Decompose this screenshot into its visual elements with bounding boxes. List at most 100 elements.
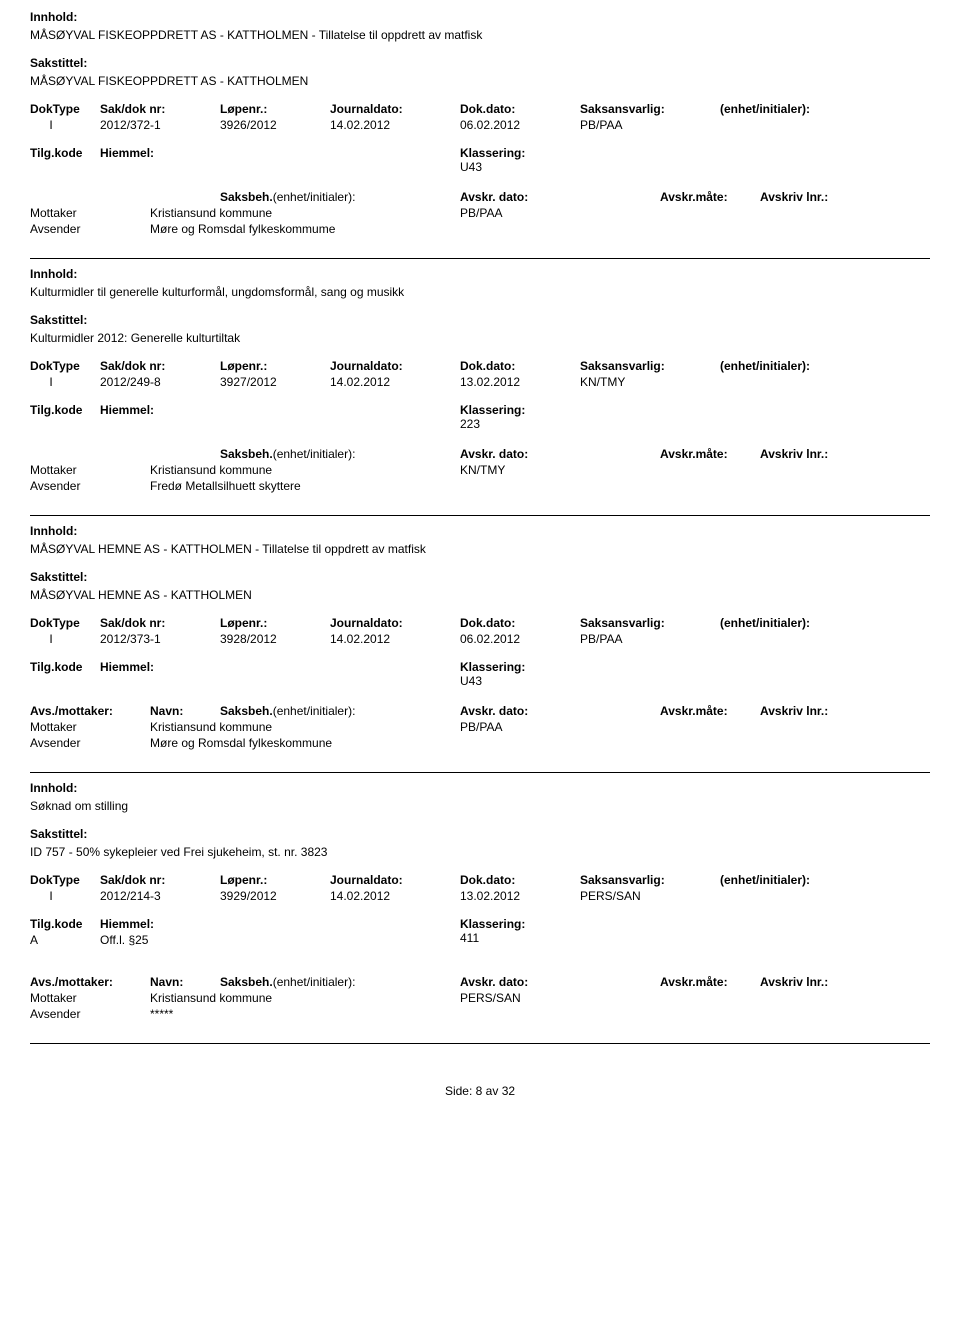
sakdoknr-label: Sak/dok nr: <box>100 616 220 630</box>
saksbeh-group-label: Saksbeh.(enhet/initialer): <box>220 975 460 989</box>
saksansvarlig-label: Saksansvarlig: <box>580 102 720 116</box>
doktype-label: DokType <box>30 873 100 887</box>
sakstittel-label: Sakstittel: <box>30 313 930 327</box>
doktype-value: I <box>30 118 100 132</box>
klassering-label: Klassering: <box>460 660 525 674</box>
saksansvarlig-value: PB/PAA <box>580 118 720 132</box>
enhetinitialer-label: (enhet/initialer): <box>720 873 900 887</box>
avskrdato-label: Avskr. dato: <box>460 447 660 461</box>
klassering-label: Klassering: <box>460 403 525 417</box>
hjemmel-value: Off.l. §25 <box>100 933 460 947</box>
side-label: Side: <box>445 1084 472 1098</box>
avsender-label: Avsender <box>30 479 150 493</box>
avskrmate-label: Avskr.måte: <box>660 975 760 989</box>
av-label: av <box>486 1084 499 1098</box>
saksbeh-label: Saksbeh. <box>220 190 273 204</box>
sakstittel-text: MÅSØYVAL HEMNE AS - KATTHOLMEN <box>30 588 930 602</box>
avsender-label: Avsender <box>30 222 150 236</box>
avsender-name: Fredø Metallsilhuett skyttere <box>150 479 460 493</box>
mottaker-label: Mottaker <box>30 463 150 477</box>
avsmottaker-label <box>30 447 150 461</box>
dokdato-value: 13.02.2012 <box>460 889 580 903</box>
innhold-label: Innhold: <box>30 267 930 281</box>
page-num: 8 <box>476 1084 483 1098</box>
enhetinitialer-label: (enhet/initialer): <box>720 102 900 116</box>
innhold-label: Innhold: <box>30 10 930 24</box>
avskrivlnr-label: Avskriv lnr.: <box>760 704 860 718</box>
mottaker-name: Kristiansund kommune <box>150 206 460 220</box>
avsender-label: Avsender <box>30 736 150 750</box>
dokdato-value: 06.02.2012 <box>460 118 580 132</box>
innhold-label: Innhold: <box>30 524 930 538</box>
hjemmel-label: Hiemmel: <box>100 146 220 160</box>
sakdoknr-value: 2012/249-8 <box>100 375 220 389</box>
journaldato-label: Journaldato: <box>330 102 460 116</box>
avskrdato-label: Avskr. dato: <box>460 975 660 989</box>
journaldato-value: 14.02.2012 <box>330 889 460 903</box>
saksbeh-enhet-label: (enhet/initialer): <box>273 190 356 204</box>
saksansvarlig-value: PERS/SAN <box>580 889 720 903</box>
lopenr-value: 3927/2012 <box>220 375 330 389</box>
doktype-value: I <box>30 632 100 646</box>
dokdato-label: Dok.dato: <box>460 616 580 630</box>
doktype-label: DokType <box>30 616 100 630</box>
sakstittel-label: Sakstittel: <box>30 56 930 70</box>
saksansvarlig-label: Saksansvarlig: <box>580 616 720 630</box>
avskrivlnr-label: Avskriv lnr.: <box>760 975 860 989</box>
mottaker-saksbeh: KN/TMY <box>460 463 660 477</box>
saksansvarlig-label: Saksansvarlig: <box>580 873 720 887</box>
tilgkode-value: A <box>30 933 100 947</box>
avskrmate-label: Avskr.måte: <box>660 704 760 718</box>
avskrdato-label: Avskr. dato: <box>460 704 660 718</box>
klassering-value: 411 <box>460 931 525 945</box>
lopenr-label: Løpenr.: <box>220 359 330 373</box>
klassering-value: U43 <box>460 674 525 688</box>
avskrmate-label: Avskr.måte: <box>660 447 760 461</box>
journaldato-label: Journaldato: <box>330 873 460 887</box>
mottaker-saksbeh: PERS/SAN <box>460 991 660 1005</box>
saksansvarlig-value: KN/TMY <box>580 375 720 389</box>
doktype-value: I <box>30 889 100 903</box>
sakdoknr-value: 2012/214-3 <box>100 889 220 903</box>
innhold-label: Innhold: <box>30 781 930 795</box>
journal-record: Innhold:Kulturmidler til generelle kultu… <box>30 267 930 516</box>
tilgkode-label: Tilg.kode <box>30 660 100 674</box>
sakstittel-text: MÅSØYVAL FISKEOPPDRETT AS - KATTHOLMEN <box>30 74 930 88</box>
dokdato-label: Dok.dato: <box>460 102 580 116</box>
saksbeh-group-label: Saksbeh.(enhet/initialer): <box>220 704 460 718</box>
dokdato-label: Dok.dato: <box>460 873 580 887</box>
sakdoknr-label: Sak/dok nr: <box>100 102 220 116</box>
lopenr-value: 3929/2012 <box>220 889 330 903</box>
avsmottaker-label: Avs./mottaker: <box>30 975 150 989</box>
klassering-label: Klassering: <box>460 917 525 931</box>
saksbeh-label: Saksbeh. <box>220 975 273 989</box>
mottaker-name: Kristiansund kommune <box>150 463 460 477</box>
avskrmate-label: Avskr.måte: <box>660 190 760 204</box>
saksansvarlig-label: Saksansvarlig: <box>580 359 720 373</box>
mottaker-label: Mottaker <box>30 206 150 220</box>
mottaker-name: Kristiansund kommune <box>150 991 460 1005</box>
navn-label <box>150 190 220 204</box>
sakstittel-text: ID 757 - 50% sykepleier ved Frei sjukehe… <box>30 845 930 859</box>
saksbeh-group-label: Saksbeh.(enhet/initialer): <box>220 190 460 204</box>
klassering-label: Klassering: <box>460 146 525 160</box>
doktype-value: I <box>30 375 100 389</box>
avsender-name: ***** <box>150 1007 460 1021</box>
enhetinitialer-label: (enhet/initialer): <box>720 359 900 373</box>
lopenr-value: 3926/2012 <box>220 118 330 132</box>
klassering-value: U43 <box>460 160 525 174</box>
sakstittel-label: Sakstittel: <box>30 570 930 584</box>
saksansvarlig-value: PB/PAA <box>580 632 720 646</box>
hjemmel-label: Hiemmel: <box>100 917 220 931</box>
journal-record: Innhold:MÅSØYVAL HEMNE AS - KATTHOLMEN -… <box>30 524 930 773</box>
journaldato-label: Journaldato: <box>330 616 460 630</box>
avsender-label: Avsender <box>30 1007 150 1021</box>
sakstittel-text: Kulturmidler 2012: Generelle kulturtilta… <box>30 331 930 345</box>
sakdoknr-label: Sak/dok nr: <box>100 873 220 887</box>
klassering-value: 223 <box>460 417 525 431</box>
doktype-label: DokType <box>30 102 100 116</box>
journaldato-label: Journaldato: <box>330 359 460 373</box>
navn-label: Navn: <box>150 704 220 718</box>
enhetinitialer-label: (enhet/initialer): <box>720 616 900 630</box>
avsender-name: Møre og Romsdal fylkeskommume <box>150 222 460 236</box>
